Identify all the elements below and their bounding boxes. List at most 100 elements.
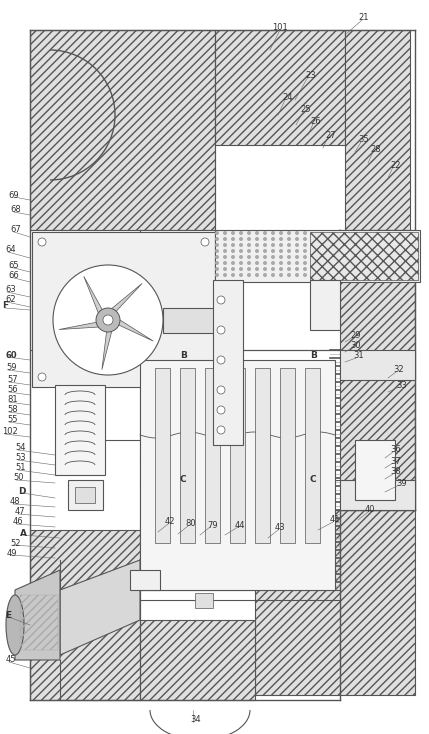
Text: F: F xyxy=(2,300,8,310)
Text: 32: 32 xyxy=(393,366,404,374)
Circle shape xyxy=(271,243,275,247)
Bar xyxy=(205,368,220,543)
Circle shape xyxy=(239,261,243,265)
Circle shape xyxy=(215,255,219,259)
Bar xyxy=(340,480,415,510)
Circle shape xyxy=(215,243,219,247)
Text: 54: 54 xyxy=(15,443,25,452)
Bar xyxy=(140,360,335,590)
Circle shape xyxy=(295,243,299,247)
Circle shape xyxy=(215,237,219,241)
Circle shape xyxy=(263,273,267,277)
Circle shape xyxy=(271,267,275,271)
Circle shape xyxy=(247,261,251,265)
Text: B: B xyxy=(180,351,187,360)
Bar xyxy=(130,570,160,590)
Circle shape xyxy=(239,273,243,277)
Circle shape xyxy=(255,261,259,265)
Circle shape xyxy=(223,243,227,247)
Circle shape xyxy=(279,273,283,277)
Bar xyxy=(30,30,215,230)
Text: 67: 67 xyxy=(10,225,21,234)
Circle shape xyxy=(303,249,307,253)
Circle shape xyxy=(303,273,307,277)
Circle shape xyxy=(303,237,307,241)
Text: 59: 59 xyxy=(6,363,16,372)
Circle shape xyxy=(247,243,251,247)
Text: 50: 50 xyxy=(13,473,24,482)
Circle shape xyxy=(231,249,235,253)
Circle shape xyxy=(96,308,120,332)
Text: C: C xyxy=(180,476,187,484)
Text: 51: 51 xyxy=(15,463,25,473)
Circle shape xyxy=(271,249,275,253)
Text: 38: 38 xyxy=(390,468,401,476)
Polygon shape xyxy=(108,283,142,320)
Circle shape xyxy=(255,255,259,259)
Circle shape xyxy=(215,231,219,235)
Circle shape xyxy=(263,255,267,259)
Circle shape xyxy=(231,267,235,271)
Text: B: B xyxy=(310,351,317,360)
Text: 36: 36 xyxy=(390,446,401,454)
Text: E: E xyxy=(5,611,11,619)
Circle shape xyxy=(217,426,225,434)
Circle shape xyxy=(295,261,299,265)
Text: 58: 58 xyxy=(7,405,18,415)
Bar xyxy=(355,440,395,500)
Text: 30: 30 xyxy=(350,341,361,349)
Circle shape xyxy=(279,261,283,265)
Circle shape xyxy=(271,237,275,241)
Circle shape xyxy=(295,231,299,235)
Circle shape xyxy=(239,267,243,271)
Circle shape xyxy=(239,231,243,235)
Bar xyxy=(280,368,295,543)
Polygon shape xyxy=(59,320,108,330)
Bar xyxy=(215,230,420,282)
Circle shape xyxy=(255,237,259,241)
Circle shape xyxy=(279,243,283,247)
Text: 31: 31 xyxy=(353,352,364,360)
Bar xyxy=(255,368,270,543)
Text: D: D xyxy=(18,487,25,495)
Circle shape xyxy=(255,273,259,277)
Circle shape xyxy=(279,249,283,253)
Circle shape xyxy=(263,231,267,235)
Polygon shape xyxy=(84,276,108,320)
Circle shape xyxy=(287,237,291,241)
Circle shape xyxy=(263,267,267,271)
Circle shape xyxy=(303,267,307,271)
Circle shape xyxy=(247,249,251,253)
Circle shape xyxy=(295,249,299,253)
Text: 52: 52 xyxy=(10,539,21,548)
Text: 41: 41 xyxy=(330,515,341,525)
Circle shape xyxy=(223,231,227,235)
Text: 60: 60 xyxy=(5,351,17,360)
Bar xyxy=(230,368,245,543)
Text: 80: 80 xyxy=(185,520,196,528)
Circle shape xyxy=(239,249,243,253)
Text: 55: 55 xyxy=(7,415,18,424)
Circle shape xyxy=(255,243,259,247)
Circle shape xyxy=(217,356,225,364)
Circle shape xyxy=(53,265,163,375)
Text: 27: 27 xyxy=(325,131,335,139)
Text: 68: 68 xyxy=(10,206,21,214)
Circle shape xyxy=(263,261,267,265)
Text: 33: 33 xyxy=(396,380,407,390)
Circle shape xyxy=(287,273,291,277)
Circle shape xyxy=(223,255,227,259)
Text: 23: 23 xyxy=(305,70,316,79)
Bar xyxy=(213,280,243,445)
Text: 44: 44 xyxy=(235,520,245,529)
Circle shape xyxy=(271,261,275,265)
Circle shape xyxy=(295,255,299,259)
Circle shape xyxy=(231,261,235,265)
Text: 48: 48 xyxy=(10,498,21,506)
Bar xyxy=(310,280,340,330)
Circle shape xyxy=(247,231,251,235)
Bar xyxy=(20,595,58,650)
Bar xyxy=(310,232,418,280)
Text: 24: 24 xyxy=(282,93,293,103)
Circle shape xyxy=(263,249,267,253)
